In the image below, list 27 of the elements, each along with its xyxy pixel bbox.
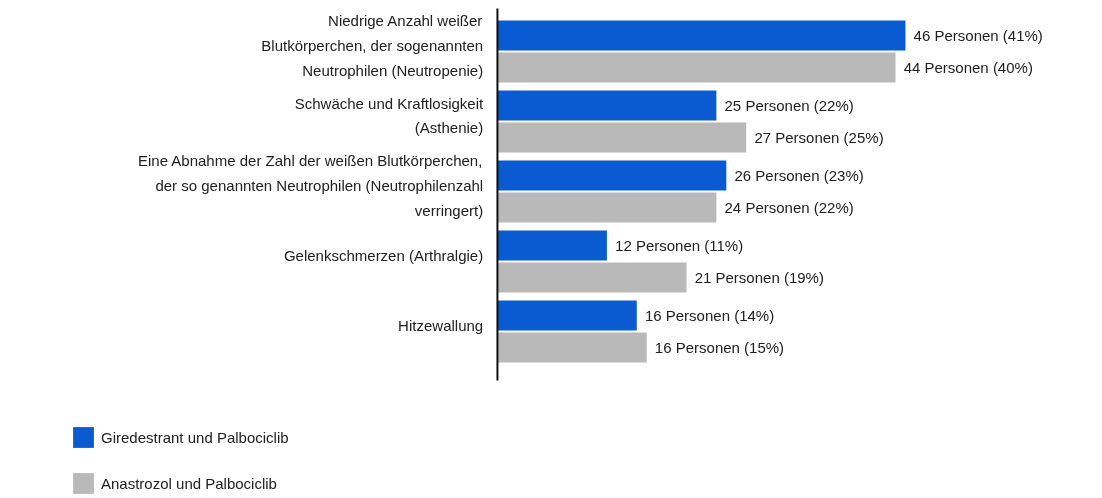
bar xyxy=(497,192,717,223)
data-label: 25 Personen (22%) xyxy=(724,97,854,114)
y-tick-label: Gelenkschmerzen (Arthralgie) xyxy=(283,247,484,264)
data-label: 44 Personen (40%) xyxy=(903,59,1033,76)
y-tick-label: Eine Abnahme der Zahl der weißen Blutkörperchen, der so genannten Neutrophilen (Neutrophilenzahl verringert) xyxy=(137,152,484,219)
data-label: 26 Personen (23%) xyxy=(734,167,864,184)
y-tick-label: Hitzewallung xyxy=(398,317,484,334)
bar xyxy=(497,332,647,363)
bar xyxy=(497,122,747,153)
data-label: 46 Personen (41%) xyxy=(913,27,1043,44)
bar xyxy=(497,300,637,331)
legend-label: Anastrozol und Palbociclib xyxy=(101,474,277,492)
y-tick-label: Schwäche und Kraftlosigkeit (Asthenie) xyxy=(294,94,484,137)
data-label: 16 Personen (14%) xyxy=(644,307,775,324)
y-tick-label: Niedrige Anzahl weißer Blutkörperchen, der sogenannten Neutrophilen (Neutropenie) xyxy=(261,12,484,79)
bar xyxy=(497,262,687,293)
data-label: 21 Personen (19%) xyxy=(694,269,824,286)
bar xyxy=(497,90,717,121)
bar xyxy=(497,160,727,191)
data-label: 12 Personen (11%) xyxy=(615,237,744,254)
bar xyxy=(497,20,906,51)
bar xyxy=(497,230,607,261)
data-label: 27 Personen (25%) xyxy=(754,129,884,146)
bar xyxy=(497,52,896,83)
legend-label: Giredestrant und Palbociclib xyxy=(101,428,289,446)
data-label: 16 Personen (15%) xyxy=(654,339,785,356)
data-label: 24 Personen (22%) xyxy=(724,199,854,216)
